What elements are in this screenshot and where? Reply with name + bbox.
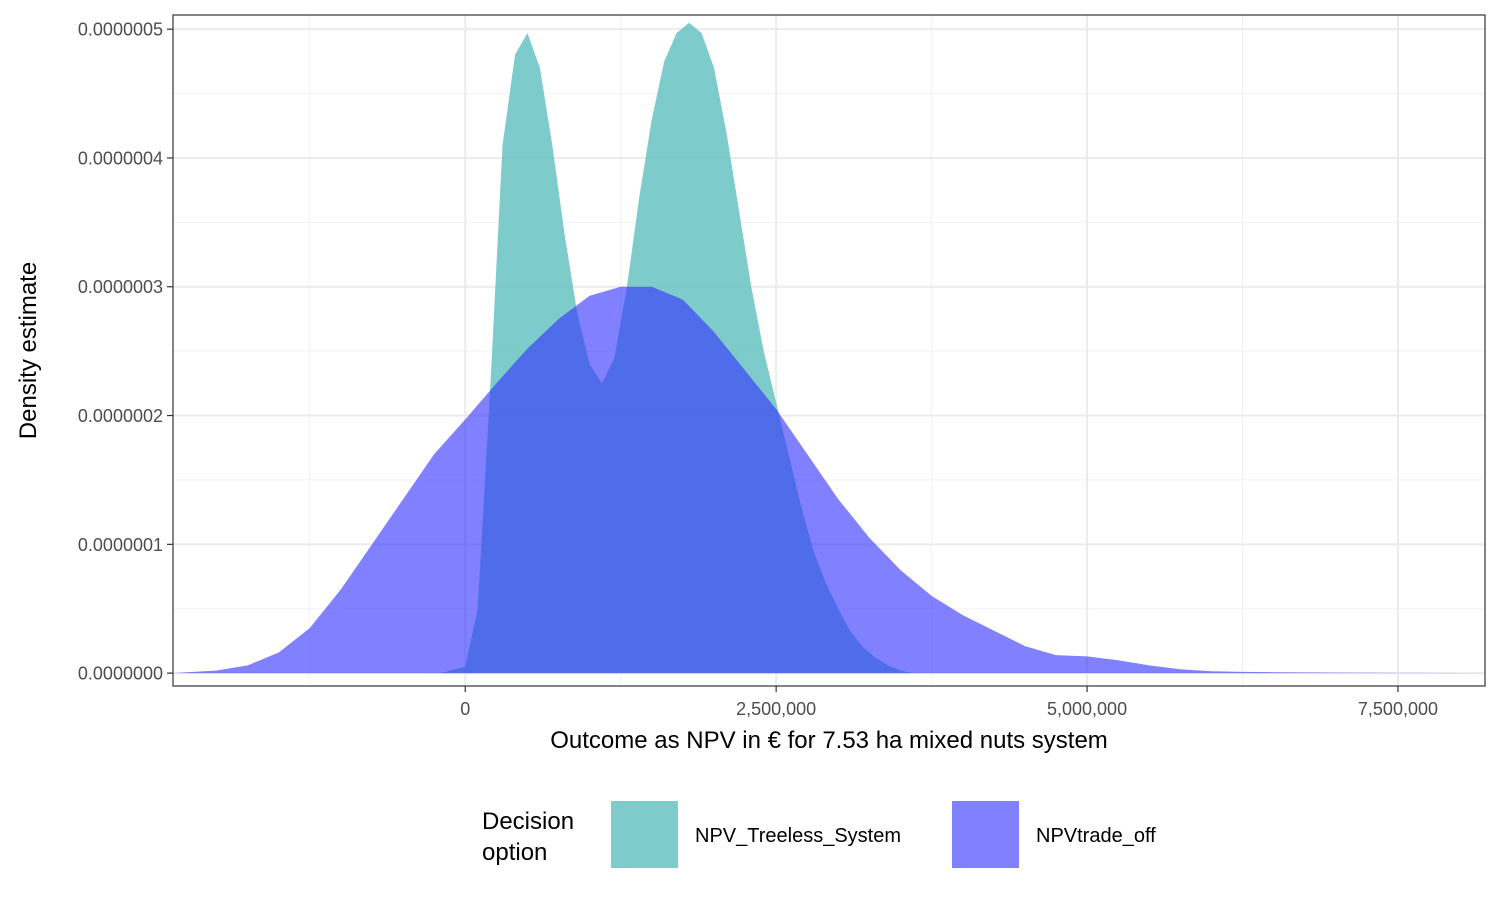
y-tick-label: 0.0000002 bbox=[78, 406, 163, 426]
density-area-NPVtrade_off bbox=[173, 286, 1485, 674]
x-axis-title: Outcome as NPV in € for 7.53 ha mixed nu… bbox=[550, 727, 1108, 754]
y-tick-label: 0.0000005 bbox=[78, 20, 163, 40]
y-tick-label: 0.0000003 bbox=[78, 277, 163, 297]
legend-key-NPV_Treeless_System bbox=[611, 801, 678, 868]
x-tick-label: 2,500,000 bbox=[736, 699, 816, 719]
legend-label-NPVtrade_off: NPVtrade_off bbox=[1036, 825, 1156, 847]
x-tick-label: 5,000,000 bbox=[1047, 699, 1127, 719]
y-axis-title: Density estimate bbox=[15, 262, 42, 439]
legend: Decision option NPV_Treeless_System NPVtr… bbox=[482, 801, 1156, 868]
panel-border bbox=[172, 14, 1486, 687]
x-tick-label: 7,500,000 bbox=[1358, 699, 1438, 719]
y-tick-label: 0.0000004 bbox=[78, 148, 163, 168]
y-tick-label: 0.0000000 bbox=[78, 664, 163, 684]
x-tick-label: 0 bbox=[460, 699, 470, 719]
legend-title-line-2: option bbox=[482, 839, 547, 866]
axis-layer: 0 2,500,000 5,000,000 7,500,000 0.0000000 0.0… bbox=[78, 20, 1438, 719]
legend-key-NPVtrade_off bbox=[952, 801, 1019, 868]
series-layer bbox=[173, 22, 1485, 674]
legend-entries: NPV_Treeless_System NPVtrade_off bbox=[611, 801, 1156, 868]
legend-title-line-1: Decision bbox=[482, 808, 574, 835]
legend-label-NPV_Treeless_System: NPV_Treeless_System bbox=[695, 825, 901, 847]
y-tick-label: 0.0000001 bbox=[78, 535, 163, 555]
